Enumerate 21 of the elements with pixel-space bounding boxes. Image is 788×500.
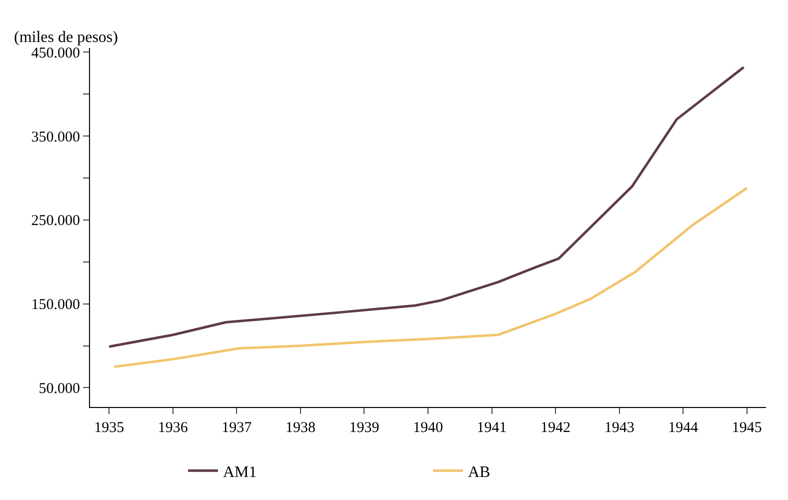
x-tick-label: 1944	[668, 420, 699, 436]
x-tick-label: 1937	[222, 420, 252, 436]
x-tick-label: 1945	[732, 420, 762, 436]
line-series	[108, 66, 745, 348]
y-tick-label: 350.000	[31, 129, 80, 146]
x-tick-label: 1940	[413, 420, 443, 436]
x-tick-label: 1939	[349, 420, 380, 436]
x-tick-label: 1943	[604, 420, 634, 436]
x-tick-label: 1935	[94, 420, 124, 436]
y-tick-label: 450.000	[31, 45, 80, 62]
y-tick-label: 50.000	[38, 380, 80, 397]
x-tick-label: 1936	[158, 420, 188, 436]
y-tick-label: 250.000	[31, 213, 80, 230]
x-tick-label: 1942	[540, 420, 571, 436]
x-tick-label: 1941	[476, 420, 507, 436]
line-series	[112, 186, 748, 368]
y-axis-title: (miles de pesos)	[14, 29, 118, 46]
x-tick-label: 1938	[285, 420, 316, 436]
y-tick-label: 150.000	[31, 297, 80, 314]
legend-label: AM1	[223, 464, 257, 481]
legend-label: AB	[468, 464, 490, 481]
